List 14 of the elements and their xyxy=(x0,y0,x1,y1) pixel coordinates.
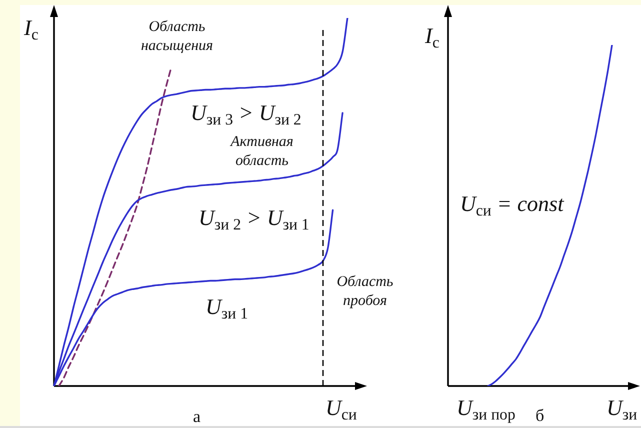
text: б xyxy=(536,406,544,426)
annotation: Активная область xyxy=(230,132,294,171)
x-axis-title: U$_{си}$ xyxy=(326,394,357,423)
series-label: U$_{зи 3}$ > U$_{зи 2}$ xyxy=(190,100,302,128)
series-label: U$_{зи 2}$ > U$_{зи 1}$ xyxy=(198,204,310,233)
annotation: Область насыщения xyxy=(140,18,214,56)
series-label: U$_{зи 1}$ xyxy=(206,294,248,322)
text: а xyxy=(193,407,201,427)
x-axis-title: U$_{зи}$ xyxy=(606,394,638,423)
annotation: Область пробоя xyxy=(336,272,394,311)
y-axis-title: I$_{с}$ xyxy=(24,14,38,43)
text: U$_{зи пор}$ xyxy=(456,394,516,423)
y-axis-title: I$_{с}$ xyxy=(425,22,440,51)
series-label: U$_{си}$ = const xyxy=(460,190,564,219)
